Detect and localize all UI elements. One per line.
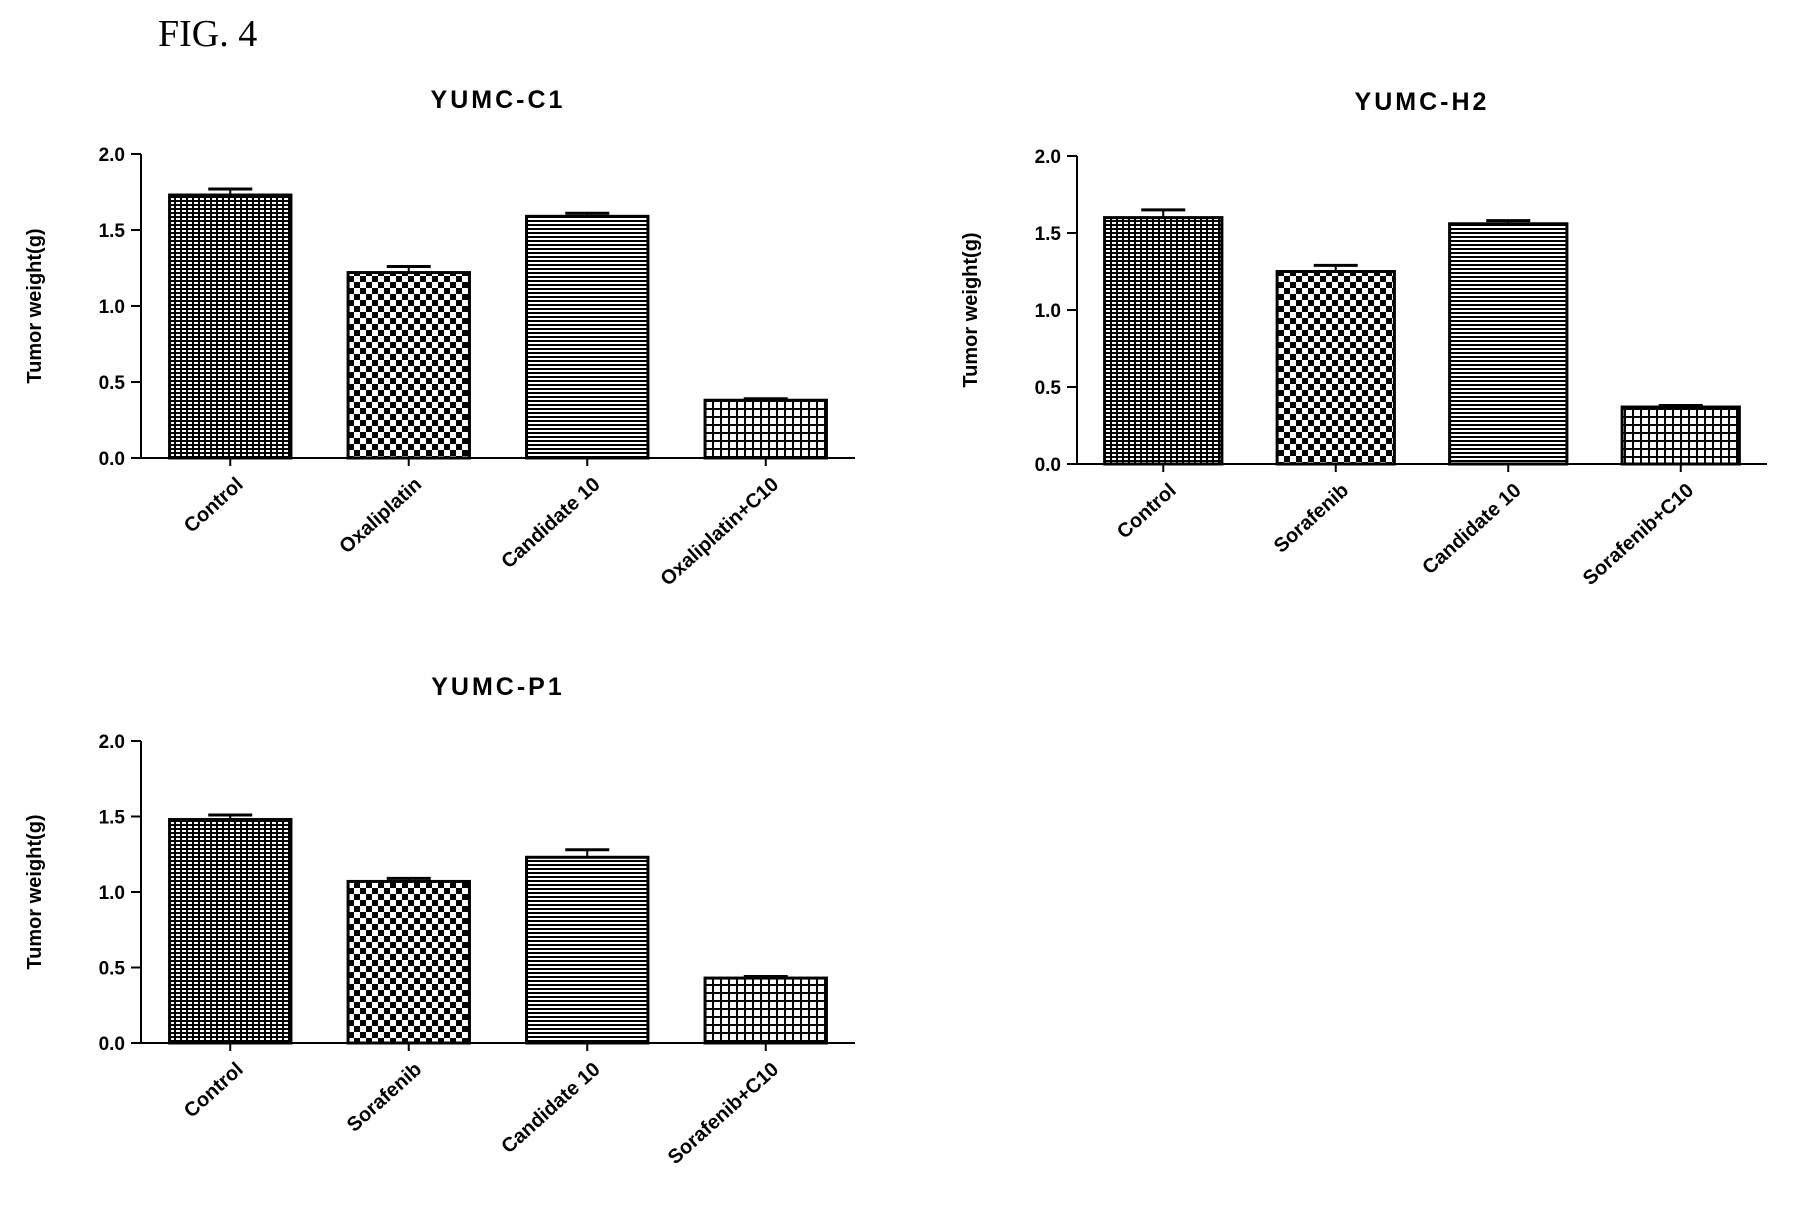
chart-title: YUMC-P1 [431,673,565,701]
bar-control [168,193,293,460]
chart-2: YUMC-P1 Tumor weight(g) 0.0 0.5 1.0 1.5 2.0 Con… [24,673,855,1169]
y-tick-label: 1.5 [99,808,126,829]
x-category-label: Sorafenib+C10 [1579,479,1698,589]
y-tick-label: 0.5 [1035,378,1062,399]
bar-candidate-10 [1448,222,1569,466]
chart-0: YUMC-C1 Tumor weight(g) 0.0 0.5 1.0 1.5 2.0 Con… [24,86,855,591]
y-tick-label: 0.0 [99,449,125,470]
x-category-label: Oxaliplatin+C10 [656,473,783,590]
bar-sorafenib [346,879,471,1045]
chart-1: YUMC-H2 Tumor weight(g) 0.0 0.5 1.0 1.5 2.0 Con… [960,88,1767,590]
x-category-label: Oxaliplatin [335,473,426,558]
y-tick-label: 0.5 [99,959,126,980]
y-tick-label: 2.0 [99,732,125,753]
y-axis-label: Tumor weight(g) [24,228,46,383]
bar-sorafenib [1275,270,1396,466]
bar-control [1103,216,1224,466]
x-category-label: Control [1113,479,1181,543]
bar-sorafenib-c10 [703,976,828,1045]
x-category-label: Candidate 10 [1418,479,1525,579]
x-category-label: Sorafenib [343,1058,426,1136]
bar-sorafenib-c10 [1620,405,1741,466]
bar-oxaliplatin-c10 [703,398,828,460]
x-category-label: Sorafenib [1270,479,1353,557]
bar-candidate-10 [525,855,650,1045]
chart-title: YUMC-H2 [1355,88,1490,116]
bar-candidate-10 [525,214,650,460]
bar-oxaliplatin [346,271,471,460]
y-tick-label: 2.0 [99,145,125,166]
y-tick-label: 1.5 [1035,224,1062,245]
y-tick-label: 2.0 [1035,147,1061,168]
x-category-label: Sorafenib+C10 [664,1058,783,1168]
y-tick-label: 0.0 [1035,455,1061,476]
y-axis-label: Tumor weight(g) [24,814,46,969]
x-category-label: Control [180,1058,248,1122]
figure-label: FIG. 4 [158,13,258,55]
x-category-label: Candidate 10 [497,1058,604,1158]
chart-title: YUMC-C1 [431,86,566,114]
y-tick-label: 0.5 [99,373,126,394]
y-tick-label: 1.5 [99,221,126,242]
y-tick-label: 1.0 [99,883,125,904]
y-tick-label: 0.0 [99,1034,125,1055]
y-axis-label: Tumor weight(g) [960,232,982,387]
x-category-label: Candidate 10 [497,473,604,573]
x-category-label: Control [180,473,248,537]
bar-control [168,818,293,1045]
y-tick-label: 1.0 [1035,301,1061,322]
y-tick-label: 1.0 [99,297,125,318]
